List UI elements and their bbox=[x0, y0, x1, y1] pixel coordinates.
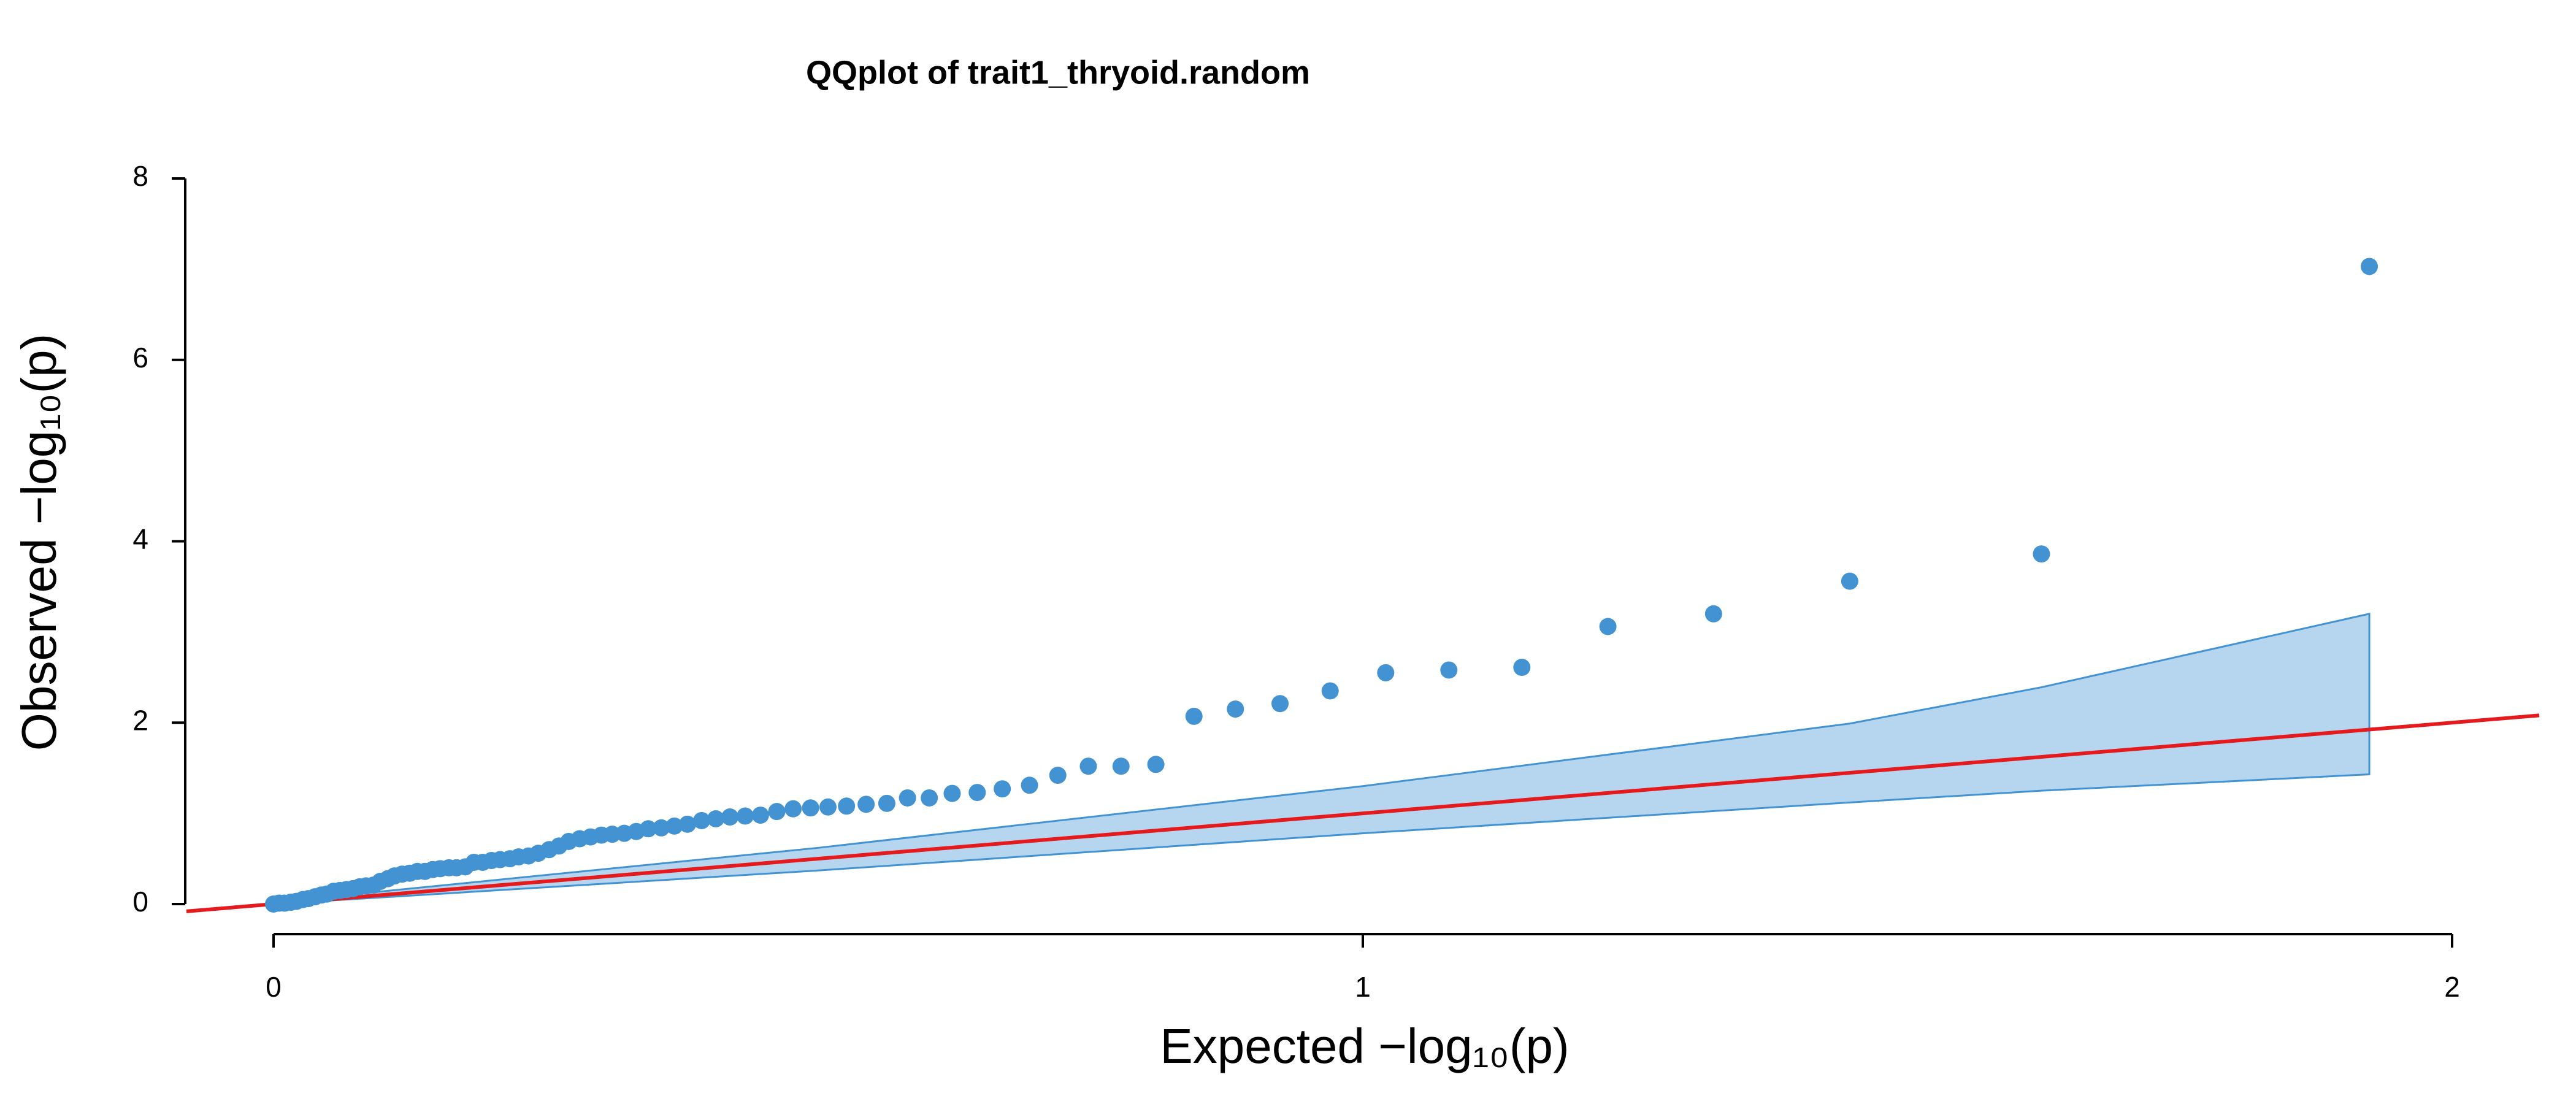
point bbox=[1079, 757, 1097, 775]
point bbox=[1271, 695, 1289, 713]
y-axis-label: Observed −log₁₀(p) bbox=[12, 334, 66, 751]
point bbox=[265, 895, 282, 913]
point bbox=[1227, 700, 1244, 718]
chart-title: QQplot of trait1_thryoid.random bbox=[806, 54, 1310, 91]
point bbox=[994, 780, 1011, 798]
x-tick-label: 0 bbox=[266, 971, 282, 1003]
point bbox=[1377, 664, 1395, 681]
point bbox=[1321, 682, 1339, 700]
point bbox=[819, 798, 837, 816]
point bbox=[2361, 258, 2379, 275]
point bbox=[1704, 605, 1722, 623]
point bbox=[921, 789, 938, 807]
reference-line bbox=[186, 713, 2540, 913]
point bbox=[878, 794, 895, 812]
x-tick-label: 2 bbox=[2444, 971, 2460, 1003]
point bbox=[1440, 661, 1458, 679]
point bbox=[784, 800, 802, 818]
point bbox=[678, 815, 696, 833]
y-tick-label: 0 bbox=[132, 886, 148, 918]
x-tick-label: 1 bbox=[1355, 971, 1371, 1003]
point bbox=[802, 799, 819, 817]
point bbox=[1049, 767, 1067, 784]
point bbox=[968, 784, 986, 802]
point bbox=[2033, 545, 2050, 563]
point bbox=[943, 784, 961, 802]
point bbox=[1112, 757, 1130, 775]
point bbox=[1021, 776, 1038, 794]
point bbox=[653, 819, 670, 837]
point bbox=[1513, 659, 1531, 677]
point bbox=[751, 807, 769, 824]
point bbox=[721, 808, 739, 826]
point bbox=[838, 797, 856, 815]
y-tick-label: 2 bbox=[132, 704, 148, 736]
x-axis-label: Expected −log₁₀(p) bbox=[1160, 1019, 1569, 1073]
point bbox=[707, 810, 725, 827]
point bbox=[665, 817, 683, 835]
point bbox=[1185, 707, 1203, 725]
confidence-band bbox=[272, 612, 2371, 905]
point bbox=[1147, 756, 1165, 773]
y-tick-label: 4 bbox=[132, 523, 148, 555]
point bbox=[857, 795, 875, 813]
point bbox=[1841, 572, 1858, 590]
y-tick-label: 6 bbox=[132, 342, 148, 374]
point bbox=[737, 807, 754, 825]
point bbox=[1599, 618, 1617, 635]
point bbox=[768, 803, 786, 821]
point bbox=[692, 811, 710, 829]
y-tick-label: 8 bbox=[132, 160, 148, 192]
point bbox=[899, 789, 916, 807]
